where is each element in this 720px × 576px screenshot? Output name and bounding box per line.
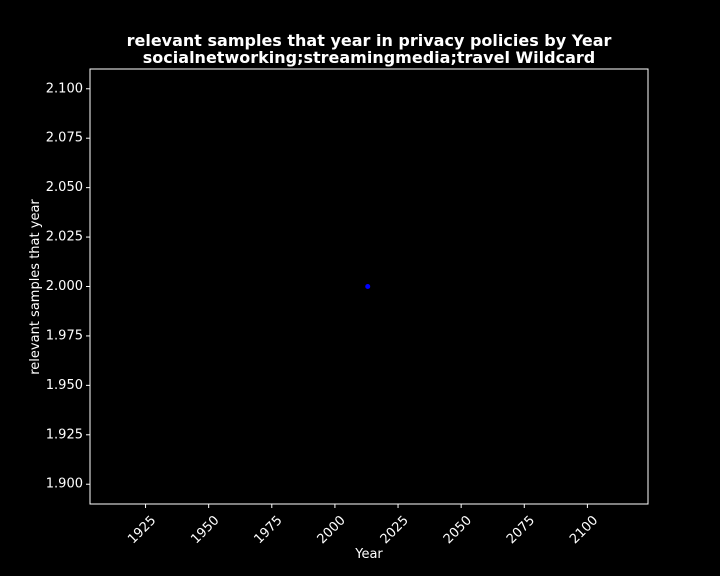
y-tick-label: 2.000 [46, 279, 83, 294]
y-axis: 1.900 1.925 1.950 1.975 2.000 2.025 2.050 2.075… [46, 81, 90, 492]
y-axis-label: relevant samples that year [28, 199, 43, 375]
y-tick-label: 2.050 [46, 180, 83, 195]
data-points [365, 284, 371, 289]
y-tick-label: 2.075 [46, 131, 83, 146]
y-tick-label: 1.900 [46, 477, 83, 492]
y-tick-label: 2.100 [46, 81, 83, 96]
x-axis-label: Year [354, 547, 383, 562]
y-tick-label: 2.025 [46, 230, 83, 245]
data-point [365, 284, 371, 289]
y-tick-label: 1.975 [46, 328, 83, 343]
y-tick-label: 1.925 [46, 427, 83, 442]
chart-subtitle: socialnetworking;streamingmedia;travel W… [143, 48, 595, 67]
y-tick-label: 1.950 [46, 378, 83, 393]
chart-title: relevant samples that year in privacy po… [127, 31, 612, 50]
